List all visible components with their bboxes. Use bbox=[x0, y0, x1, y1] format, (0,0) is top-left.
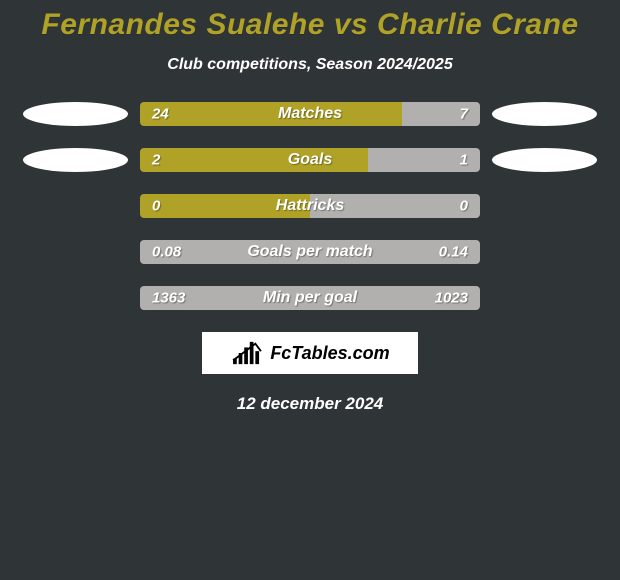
stat-row: Matches 24 7 bbox=[0, 102, 620, 126]
avatar-left bbox=[23, 286, 128, 310]
stat-value-left: 24 bbox=[152, 106, 169, 123]
stat-value-right: 1023 bbox=[435, 290, 468, 307]
stat-label: Matches bbox=[278, 105, 342, 123]
stat-value-left: 0 bbox=[152, 198, 160, 215]
avatar-left bbox=[23, 194, 128, 218]
bar-rows: Matches 24 7 Goals 2 1 Hattricks 0 0 Goals per ma… bbox=[0, 102, 620, 310]
avatar-right bbox=[492, 240, 597, 264]
stat-bar: Min per goal 1363 1023 bbox=[140, 286, 480, 310]
avatar-right bbox=[492, 148, 597, 172]
stat-row: Goals 2 1 bbox=[0, 148, 620, 172]
bar-segment-left bbox=[140, 148, 368, 172]
stat-bar: Goals 2 1 bbox=[140, 148, 480, 172]
stat-bar: Matches 24 7 bbox=[140, 102, 480, 126]
page-subtitle: Club competitions, Season 2024/2025 bbox=[0, 56, 620, 74]
stat-bar: Goals per match 0.08 0.14 bbox=[140, 240, 480, 264]
stat-label: Goals per match bbox=[247, 243, 372, 261]
avatar-left bbox=[23, 102, 128, 126]
avatar-left bbox=[23, 148, 128, 172]
stat-row: Min per goal 1363 1023 bbox=[0, 286, 620, 310]
bar-segment-left bbox=[140, 102, 402, 126]
stat-value-right: 0.14 bbox=[439, 244, 468, 261]
avatar-right bbox=[492, 102, 597, 126]
stat-value-right: 0 bbox=[460, 198, 468, 215]
stat-value-left: 2 bbox=[152, 152, 160, 169]
avatar-left bbox=[23, 240, 128, 264]
avatar-right bbox=[492, 286, 597, 310]
brand-text: FcTables.com bbox=[270, 343, 389, 364]
stat-value-left: 0.08 bbox=[152, 244, 181, 261]
stat-bar: Hattricks 0 0 bbox=[140, 194, 480, 218]
stat-label: Goals bbox=[288, 151, 332, 169]
page-title: Fernandes Sualehe vs Charlie Crane bbox=[0, 0, 620, 42]
stat-row: Goals per match 0.08 0.14 bbox=[0, 240, 620, 264]
comparison-chart: Fernandes Sualehe vs Charlie Crane Club … bbox=[0, 0, 620, 580]
stat-value-right: 1 bbox=[460, 152, 468, 169]
stat-value-left: 1363 bbox=[152, 290, 185, 307]
bar-segment-right bbox=[402, 102, 480, 126]
stat-value-right: 7 bbox=[460, 106, 468, 123]
footer-date: 12 december 2024 bbox=[0, 394, 620, 414]
brand-icon bbox=[230, 340, 264, 366]
stat-row: Hattricks 0 0 bbox=[0, 194, 620, 218]
brand-box: FcTables.com bbox=[202, 332, 418, 374]
stat-label: Min per goal bbox=[263, 289, 357, 307]
stat-label: Hattricks bbox=[276, 197, 344, 215]
avatar-right bbox=[492, 194, 597, 218]
